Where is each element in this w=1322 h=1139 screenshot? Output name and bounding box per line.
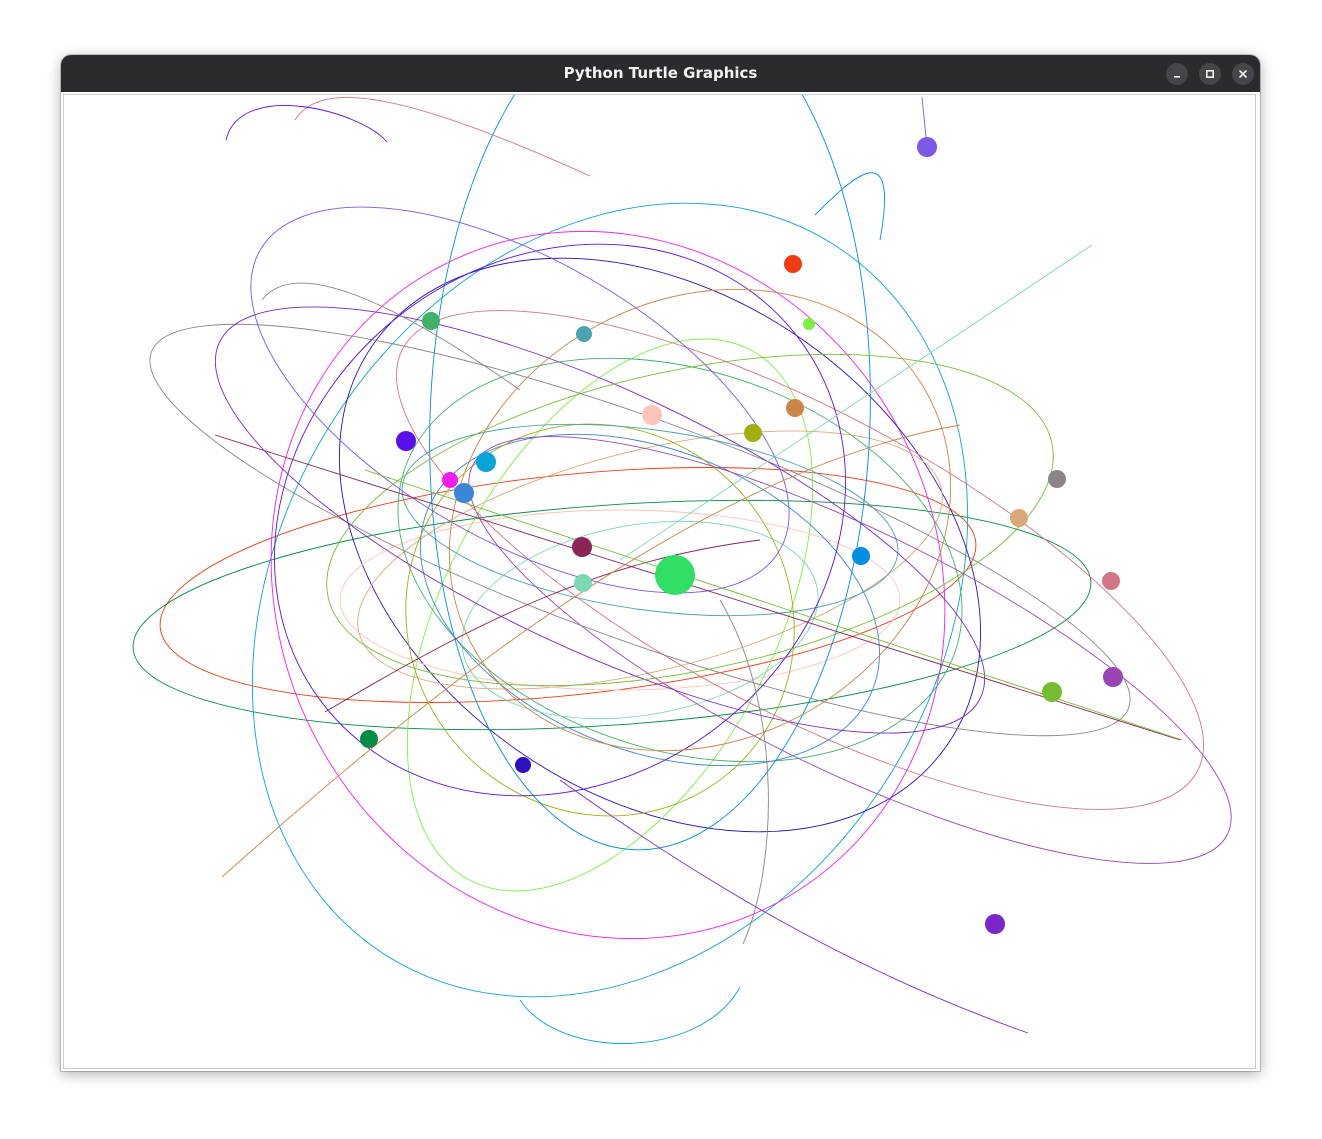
body-dot-body-19 — [1103, 667, 1123, 687]
orbit-trail-body-12 — [420, 433, 880, 767]
minimize-button[interactable] — [1166, 63, 1188, 85]
body-dot-body-23 — [985, 914, 1005, 934]
close-button[interactable] — [1232, 63, 1254, 85]
trail-streak-body-13 — [719, 599, 769, 945]
body-dot-body-17 — [852, 547, 870, 565]
trail-streak-body-15 — [324, 539, 761, 713]
trail-streak-body-20 — [364, 469, 1183, 741]
orbit-trail-body-7 — [339, 509, 901, 691]
body-dot-body-10 — [442, 472, 458, 488]
trail-streak-body-15 — [214, 434, 1181, 741]
body-dot-body-7 — [642, 405, 662, 425]
body-dot-sun — [655, 555, 695, 595]
trail-streak-body-11 — [519, 986, 741, 1044]
trail-streak-body-13 — [261, 282, 521, 391]
orbit-trail-body-18 — [396, 310, 1204, 810]
orbit-trail-body-11 — [251, 202, 969, 998]
turtle-window: Python Turtle Graphics — [61, 55, 1260, 1071]
body-dot-body-21 — [360, 730, 378, 748]
body-dot-body-15 — [572, 537, 592, 557]
trail-streak-body-18 — [294, 97, 591, 177]
orbit-trail-body-17 — [429, 95, 871, 851]
turtle-canvas-frame — [63, 94, 1256, 1069]
body-dot-body-20 — [1042, 682, 1062, 702]
body-dot-body-1 — [917, 137, 937, 157]
body-dot-body-11 — [476, 452, 496, 472]
trail-streak-body-17 — [814, 172, 885, 241]
body-dot-body-6 — [396, 431, 416, 451]
close-icon — [1238, 69, 1248, 79]
maximize-button[interactable] — [1199, 63, 1221, 85]
body-dot-body-3 — [422, 312, 440, 330]
body-dot-body-13 — [1048, 470, 1066, 488]
trail-streak-body-8 — [221, 424, 961, 878]
orbit-trail-body-16 — [461, 520, 819, 720]
orbit-trail-body-4 — [401, 423, 899, 617]
window-title: Python Turtle Graphics — [563, 64, 758, 82]
body-dot-body-14 — [1010, 509, 1028, 527]
body-dot-body-12 — [454, 483, 474, 503]
orbit-trail-body-21 — [132, 499, 1092, 731]
orbit-trail-body-13 — [149, 323, 1131, 737]
body-dot-body-16 — [574, 574, 592, 592]
body-dot-body-22 — [515, 757, 531, 773]
body-dot-body-4 — [576, 326, 592, 342]
body-dot-body-9 — [744, 424, 762, 442]
orbit-trail-body-10 — [270, 230, 946, 940]
orbit-trail-body-19 — [468, 436, 1232, 864]
body-dot-body-18 — [1102, 572, 1120, 590]
trail-streak-body-23 — [559, 779, 1029, 1034]
orbit-trail-body-1 — [250, 206, 790, 594]
orbit-trail-body-2 — [159, 467, 977, 703]
turtle-canvas[interactable] — [64, 95, 1255, 1068]
orbit-trail-body-22 — [338, 257, 982, 833]
trail-streak-body-16 — [619, 244, 1093, 561]
orbit-trail-body-23 — [214, 306, 986, 734]
trail-streak-body-6 — [225, 105, 388, 143]
orbiting-bodies — [360, 137, 1123, 934]
minimize-icon — [1172, 69, 1182, 79]
orbit-trail-body-20 — [326, 353, 1054, 687]
body-dot-body-8 — [786, 399, 804, 417]
orbit-trails — [132, 95, 1232, 1044]
body-dot-body-2 — [784, 255, 802, 273]
title-bar[interactable]: Python Turtle Graphics — [61, 55, 1260, 92]
body-dot-body-5 — [803, 318, 815, 330]
orbit-trail-body-3 — [397, 357, 963, 763]
maximize-icon — [1205, 69, 1215, 79]
orbit-trail-body-9 — [405, 423, 795, 817]
